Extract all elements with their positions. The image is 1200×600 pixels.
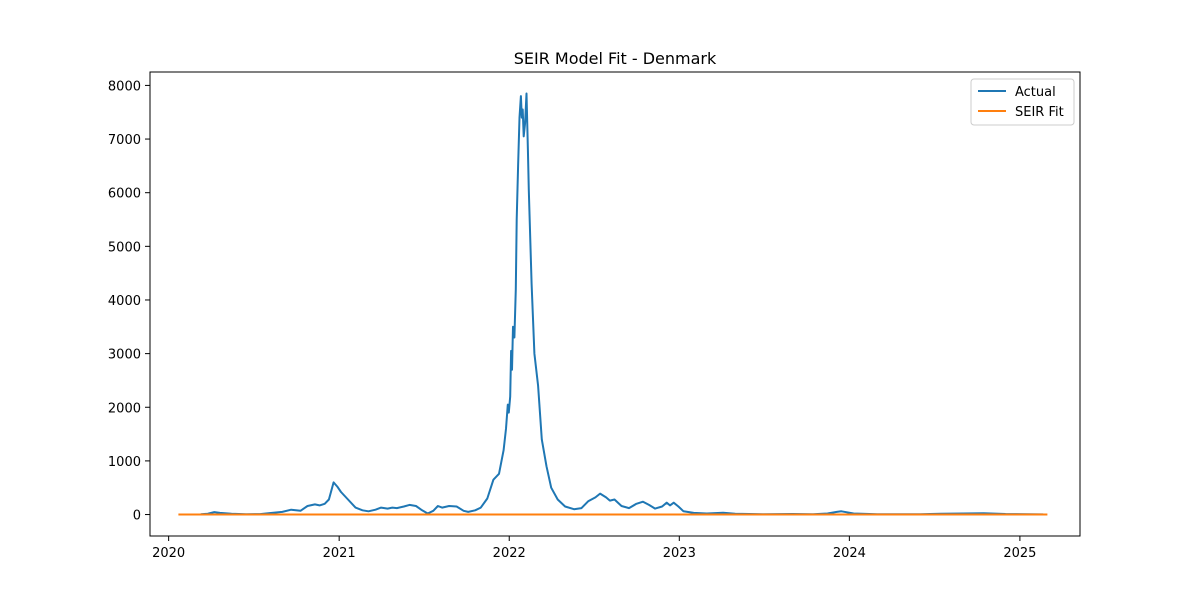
x-tick-label: 2020	[152, 546, 185, 561]
chart-title: SEIR Model Fit - Denmark	[514, 49, 717, 68]
x-tick-label: 2025	[1003, 546, 1036, 561]
plot-frame	[149, 71, 1081, 537]
series-layer	[178, 92, 1048, 516]
y-tick-label: 1000	[108, 455, 141, 470]
y-tick-label: 6000	[108, 187, 141, 202]
legend: Actual SEIR Fit	[970, 78, 1075, 126]
y-tick-label: 2000	[108, 401, 141, 416]
y-tick-label: 3000	[108, 348, 141, 363]
y-tick-label: 4000	[108, 294, 141, 309]
x-tick-label: 2021	[323, 546, 356, 561]
series-line-actual	[200, 92, 1044, 516]
plot-area: 2020 2021 2022 2023 2024 2025 0 1000 2000 3000 40…	[108, 71, 1081, 561]
y-tick-label: 7000	[108, 133, 141, 148]
x-tick-label: 2024	[833, 546, 866, 561]
y-tick-label: 5000	[108, 240, 141, 255]
y-tick-label: 8000	[108, 79, 141, 94]
x-axis: 2020 2021 2022 2023 2024 2025	[152, 536, 1036, 561]
y-axis: 0 1000 2000 3000 4000 5000 6000 7000 8000	[108, 79, 150, 524]
x-tick-label: 2023	[663, 546, 696, 561]
legend-label-seir-fit: SEIR Fit	[1015, 105, 1064, 120]
x-tick-label: 2022	[493, 546, 526, 561]
y-tick-label: 0	[133, 509, 141, 524]
legend-label-actual: Actual	[1015, 85, 1056, 100]
